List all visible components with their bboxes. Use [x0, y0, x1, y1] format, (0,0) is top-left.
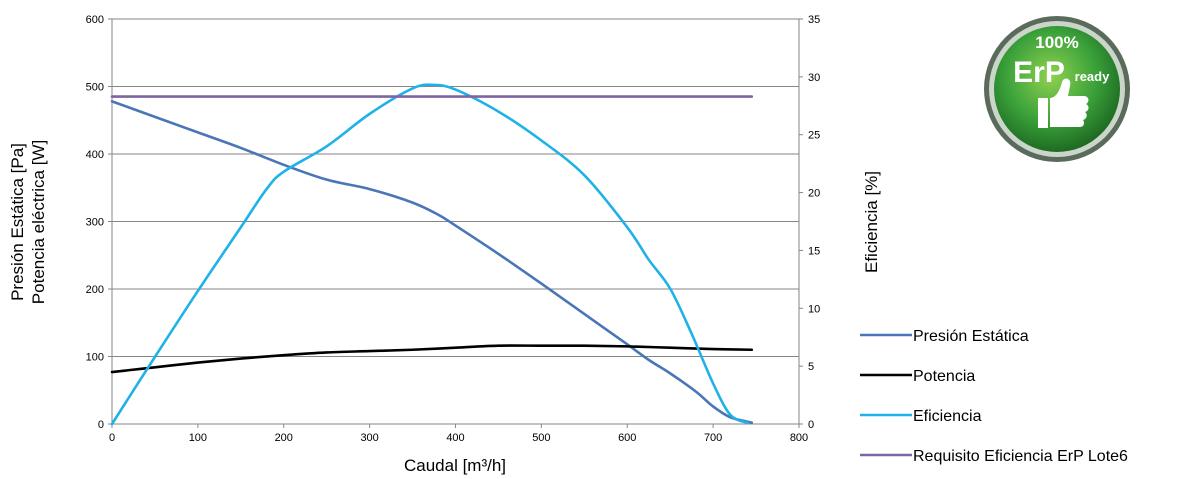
x-tick-label: 500 [532, 432, 550, 444]
left-y-tick-label: 300 [86, 217, 104, 229]
right-y-tick-label: 25 [808, 130, 820, 142]
x-tick-label: 800 [790, 432, 808, 444]
badge-top-text: 100% [1035, 33, 1078, 52]
right-y-axis-ticks: 0 5 10 15 20 25 30 35 [799, 14, 820, 431]
right-y-tick-label: 5 [808, 361, 814, 373]
series-line-presion-estatica [110, 100, 754, 424]
right-y-tick-label: 20 [808, 188, 820, 200]
left-y-tick-label: 0 [98, 419, 104, 431]
right-y-tick-label: 0 [808, 419, 814, 431]
legend: Presión Estática Potencia Eficiencia Requis… [860, 328, 1128, 465]
thumbs-up-icon [1038, 78, 1089, 128]
badge-disc [994, 26, 1120, 152]
left-y-tick-label: 600 [86, 14, 104, 26]
erp-ready-badge: 100% ErP ready [984, 16, 1130, 162]
legend-label-requisito-eficiencia-erp-lote6: Requisito Eficiencia ErP Lote6 [913, 448, 1128, 465]
left-y-tick-label: 400 [86, 149, 104, 161]
gridlines [112, 18, 799, 357]
x-tick-label: 0 [109, 432, 115, 444]
x-axis-ticks: 0 100 200 300 400 500 600 700 800 [109, 424, 808, 444]
legend-label-presion-estatica: Presión Estática [913, 328, 1029, 345]
right-y-tick-label: 35 [808, 14, 820, 26]
x-tick-label: 200 [275, 432, 293, 444]
x-axis-title: Caudal [m³/h] [404, 456, 506, 475]
right-y-tick-label: 10 [808, 303, 820, 315]
left-y-axis-title-line2: Potencia eléctrica [W] [29, 140, 48, 304]
x-tick-label: 400 [446, 432, 464, 444]
left-y-tick-label: 500 [86, 82, 104, 94]
left-y-axis-ticks: 0 100 200 300 400 500 600 [86, 14, 112, 431]
x-tick-label: 300 [360, 432, 378, 444]
legend-label-eficiencia: Eficiencia [913, 408, 982, 425]
badge-main-text: ErP [1013, 56, 1065, 89]
legend-label-potencia: Potencia [913, 368, 975, 385]
right-y-tick-label: 30 [808, 72, 820, 84]
series-line-eficiencia [110, 83, 749, 426]
badge-sub-text: ready [1075, 69, 1110, 84]
left-y-axis-title-line1: Presión Estática [Pa] [8, 143, 27, 301]
series-line-potencia [110, 344, 754, 374]
left-y-tick-label: 100 [86, 352, 104, 364]
series-layer [110, 83, 754, 426]
left-y-tick-label: 200 [86, 284, 104, 296]
x-tick-label: 600 [618, 432, 636, 444]
x-tick-label: 700 [704, 432, 722, 444]
right-y-tick-label: 15 [808, 245, 820, 257]
x-tick-label: 100 [189, 432, 207, 444]
right-y-axis-title: Eficiencia [%] [862, 171, 881, 273]
